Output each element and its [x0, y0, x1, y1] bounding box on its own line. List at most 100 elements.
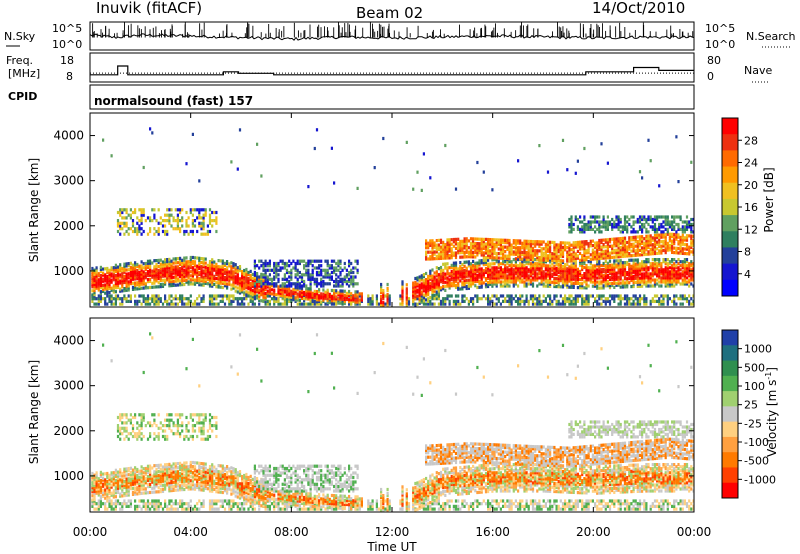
power-cell — [478, 259, 481, 263]
power-cell — [226, 262, 229, 266]
power-cell — [602, 284, 605, 288]
power-cell — [643, 222, 646, 227]
power-cell — [666, 264, 669, 268]
power-cell — [144, 268, 147, 272]
power-cell — [431, 246, 434, 250]
power-cell — [275, 261, 278, 266]
power-cell — [476, 275, 479, 279]
power-cell — [176, 273, 179, 277]
power-cell — [114, 269, 117, 273]
power-cell — [138, 270, 141, 274]
power-cell — [602, 225, 605, 229]
power-cell — [583, 240, 586, 244]
power-cell — [134, 287, 137, 291]
power-cell — [116, 210, 120, 215]
power-cell — [386, 286, 389, 291]
power-cell — [125, 268, 128, 272]
power-cell — [444, 284, 447, 288]
power-cell — [591, 264, 594, 268]
power-cell — [660, 276, 663, 280]
power-cell — [647, 252, 650, 256]
power-cell — [673, 251, 676, 255]
power-cell — [651, 249, 654, 254]
power-cell — [341, 268, 344, 272]
power-cell — [144, 302, 147, 306]
power-cell — [253, 273, 256, 277]
power-cell — [557, 283, 560, 287]
power-cell — [277, 273, 280, 277]
power-cell — [662, 302, 665, 306]
power-cell — [159, 216, 162, 220]
power-cell — [572, 243, 575, 247]
power-cell — [555, 247, 558, 251]
power-cell — [568, 217, 571, 222]
power-cell — [309, 293, 312, 297]
power-cell — [570, 220, 573, 224]
power-cell — [630, 268, 633, 272]
power-cell — [144, 261, 147, 266]
power-cell — [506, 276, 509, 280]
power-cell — [531, 268, 535, 272]
power-cell — [401, 280, 404, 284]
power-cell — [666, 274, 669, 278]
power-cell — [493, 258, 496, 262]
power-cell — [213, 276, 216, 280]
power-cell — [581, 242, 584, 246]
power-cell — [232, 266, 235, 270]
power-cell — [166, 276, 169, 280]
power-cell — [608, 269, 612, 273]
power-cell — [232, 297, 235, 301]
power-cell — [371, 299, 374, 303]
power-cell — [653, 294, 657, 298]
power-cell — [422, 273, 425, 277]
power-cell — [412, 291, 415, 295]
power-cell — [198, 264, 201, 268]
power-cell — [93, 276, 96, 280]
power-cell — [433, 297, 436, 301]
power-cell — [598, 227, 601, 231]
power-cell — [140, 219, 143, 223]
power-cell — [202, 227, 205, 231]
power-cell — [427, 297, 430, 301]
power-cell — [407, 299, 411, 303]
power-cell — [583, 280, 586, 284]
power-cell — [454, 246, 458, 250]
power-cell — [288, 284, 291, 288]
power-cell — [219, 271, 222, 275]
power-cell — [294, 268, 297, 272]
power-cell — [311, 264, 314, 268]
power-cell — [268, 287, 271, 291]
power-cell — [230, 269, 233, 273]
power-cell — [425, 257, 428, 261]
power-cell — [523, 248, 526, 252]
power-cell — [504, 278, 507, 282]
power-cell — [213, 274, 216, 278]
power-cell — [202, 299, 205, 303]
power-cell — [181, 224, 184, 228]
power-cell — [606, 244, 609, 249]
power-cell — [587, 270, 590, 274]
power-cell — [134, 208, 137, 212]
power-cell — [549, 272, 552, 276]
power-cell — [164, 278, 167, 282]
power-cell — [294, 264, 297, 268]
power-cell — [600, 245, 603, 249]
power-cell — [630, 274, 633, 279]
power-cell — [638, 268, 642, 272]
power-cell — [174, 219, 177, 223]
power-cell — [151, 219, 154, 223]
power-cell — [457, 281, 460, 285]
power-cell — [671, 227, 674, 231]
power-cell — [285, 290, 289, 295]
power-cell — [664, 294, 667, 298]
power-cell — [608, 256, 612, 260]
power-cell — [574, 252, 577, 256]
power-cell — [611, 297, 614, 301]
power-cell — [300, 294, 304, 298]
power-cell — [461, 281, 464, 285]
power-cell — [491, 238, 494, 242]
power-cell — [538, 262, 541, 266]
power-cell — [437, 302, 440, 306]
power-cell — [196, 270, 199, 274]
power-cell — [341, 291, 344, 295]
